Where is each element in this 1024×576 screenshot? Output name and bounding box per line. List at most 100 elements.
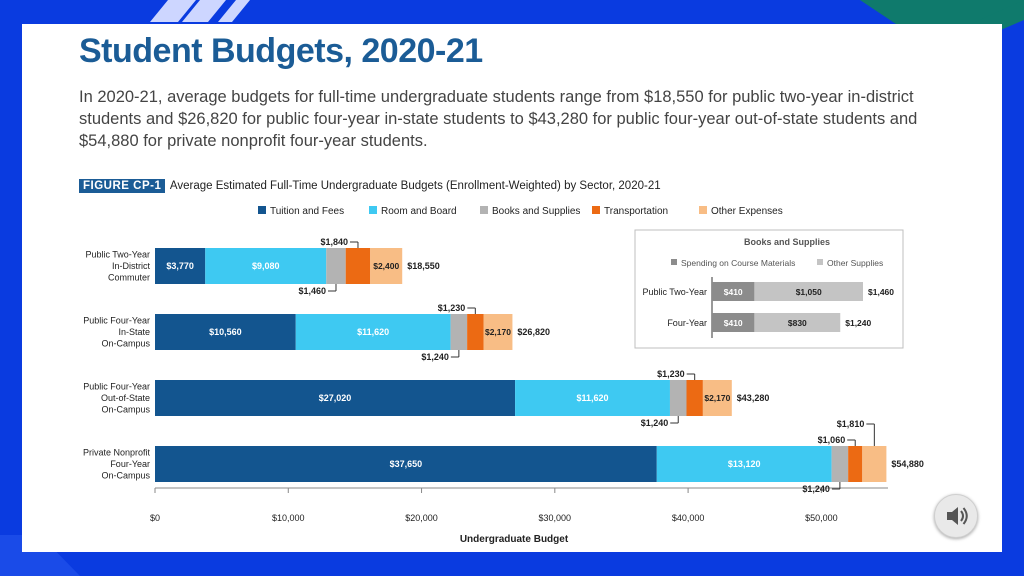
bar-segment xyxy=(326,248,346,284)
inset-bar-value-label: $830 xyxy=(788,318,807,328)
bar-segment xyxy=(155,314,296,350)
inset-bar-value-label: $410 xyxy=(724,287,743,297)
total-label: $26,820 xyxy=(517,327,550,337)
intro-paragraph: In 2020-21, average budgets for full-tim… xyxy=(79,88,918,150)
bar-segment xyxy=(450,314,468,350)
callout-label: $1,060 xyxy=(818,435,846,445)
figure-caption-text: Average Estimated Full-Time Undergraduat… xyxy=(169,180,661,192)
bar-segment xyxy=(370,248,403,284)
inset-bar-segment xyxy=(754,282,863,301)
bar-segment xyxy=(669,380,687,416)
bar-segment xyxy=(656,446,832,482)
bar-segment xyxy=(686,380,703,416)
x-tick-label: $20,000 xyxy=(405,513,438,523)
x-tick-label: $0 xyxy=(150,513,160,523)
x-tick-label: $50,000 xyxy=(805,513,838,523)
category-label: On-Campus xyxy=(101,405,150,415)
bar-segment xyxy=(155,380,516,416)
figure-tag: FIGURE CP-1 xyxy=(79,179,166,193)
legend-label: Room and Board xyxy=(381,206,457,217)
inset-legend-label: Spending on Course Materials xyxy=(681,258,795,268)
x-tick-label: $10,000 xyxy=(272,513,305,523)
legend-swatch xyxy=(258,206,266,214)
category-label: Public Four-Year xyxy=(83,316,150,326)
callout-label: $1,230 xyxy=(657,369,685,379)
bar-segment xyxy=(702,380,732,416)
callout-label: $1,460 xyxy=(298,286,326,296)
legend-swatch xyxy=(369,206,377,214)
bar-value-label: $11,620 xyxy=(357,327,389,337)
x-axis-title: Undergraduate Budget xyxy=(460,534,569,545)
bar-value-label: $13,120 xyxy=(728,459,761,469)
legend-label: Tuition and Fees xyxy=(270,206,344,217)
decor-stripe xyxy=(218,0,250,22)
inset-bar-segment xyxy=(754,313,841,332)
callout-label: $1,240 xyxy=(641,418,669,428)
bar-segment xyxy=(467,314,484,350)
inset-category-label: Four-Year xyxy=(667,318,707,328)
decor-stripe xyxy=(0,535,80,576)
budget-chart: Tuition and Fees Room and Board Books and … xyxy=(83,206,924,545)
inset-total-label: $1,240 xyxy=(845,318,871,328)
legend-swatch xyxy=(480,206,488,214)
bar-segment xyxy=(515,380,670,416)
bar-segment xyxy=(483,314,513,350)
callout-label: $1,240 xyxy=(802,484,830,494)
bar-segment xyxy=(848,446,863,482)
inset-bar-segment xyxy=(712,282,755,301)
category-label: In-District xyxy=(112,261,150,271)
bar-value-label: $9,080 xyxy=(252,261,280,271)
audio-button[interactable] xyxy=(934,494,978,538)
legend-swatch xyxy=(592,206,600,214)
bar-value-label: $27,020 xyxy=(319,393,352,403)
category-label: Public Four-Year xyxy=(83,382,150,392)
bar-value-label: $11,620 xyxy=(577,393,609,403)
decor-stripe xyxy=(182,0,226,22)
legend-label: Transportation xyxy=(604,206,668,217)
page-title: Student Budgets, 2020-21 xyxy=(79,32,483,70)
category-label: Commuter xyxy=(108,273,150,283)
inset-title: Books and Supplies xyxy=(744,237,830,247)
bar-value-label: $2,170 xyxy=(485,327,511,337)
callout-label: $1,230 xyxy=(438,303,466,313)
bar-value-label: $3,770 xyxy=(166,261,194,271)
category-label: Public Two-Year xyxy=(85,250,150,260)
bar-segment xyxy=(295,314,451,350)
bar-value-label: $2,400 xyxy=(373,261,399,271)
category-label: Private Nonprofit xyxy=(83,448,151,458)
callout-label: $1,810 xyxy=(837,419,865,429)
slide: Student Budgets, 2020-21 In 2020-21, ave… xyxy=(22,24,1002,552)
category-label: On-Campus xyxy=(101,471,150,481)
inset-bar-segment xyxy=(712,313,755,332)
legend-label: Other Expenses xyxy=(711,206,783,217)
bar-segment xyxy=(831,446,849,482)
bar-segment xyxy=(155,248,206,284)
bar-segment xyxy=(862,446,887,482)
category-label: Four-Year xyxy=(110,459,150,469)
category-label: Out-of-State xyxy=(101,393,150,403)
inset-bar-value-label: $410 xyxy=(724,318,743,328)
speaker-icon xyxy=(947,507,968,525)
category-label: On-Campus xyxy=(101,339,150,349)
total-label: $54,880 xyxy=(891,459,924,469)
category-label: In-State xyxy=(118,327,150,337)
bar-segment xyxy=(155,446,657,482)
inset-legend-swatch xyxy=(817,259,823,265)
x-tick-label: $30,000 xyxy=(539,513,572,523)
bar-value-label: $10,560 xyxy=(209,327,242,337)
bar-value-label: $37,650 xyxy=(390,459,423,469)
decor-stripe xyxy=(150,0,196,22)
inset-category-label: Public Two-Year xyxy=(642,287,707,297)
bar-segment xyxy=(205,248,327,284)
figure-caption: FIGURE CP-1 Average Estimated Full-Time … xyxy=(79,179,661,193)
inset-total-label: $1,460 xyxy=(868,287,894,297)
legend-label: Books and Supplies xyxy=(492,206,580,217)
inset-legend-label: Other Supplies xyxy=(827,258,883,268)
inset-legend-swatch xyxy=(671,259,677,265)
total-label: $43,280 xyxy=(737,393,770,403)
total-label: $18,550 xyxy=(407,261,440,271)
inset-bar-value-label: $1,050 xyxy=(796,287,822,297)
legend-swatch xyxy=(699,206,707,214)
bar-value-label: $2,170 xyxy=(704,393,730,403)
bar-segment xyxy=(345,248,371,284)
